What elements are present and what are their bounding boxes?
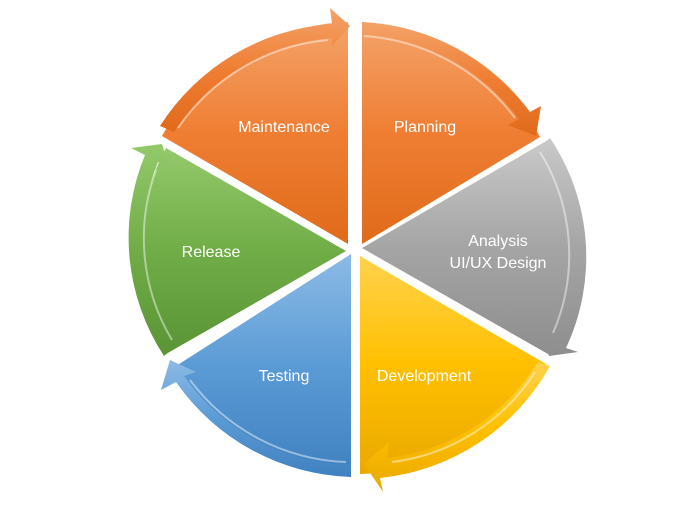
segment-label-analysis: Analysis: [468, 233, 528, 250]
segment-label-release: Release: [182, 244, 241, 261]
segment-label-planning: Planning: [394, 119, 456, 136]
analysis-wedge: [362, 140, 577, 354]
release-wedge: [139, 148, 346, 354]
analysis-arrow: [538, 138, 587, 356]
development-arrow-highlight: [391, 371, 536, 463]
segment-release: Release: [128, 144, 346, 356]
segment-label-uiux-design: UI/UX Design: [450, 255, 547, 272]
release-arrow: [128, 144, 176, 356]
development-arrow: [364, 362, 550, 492]
segment-planning: Planning: [362, 22, 541, 244]
segment-label-testing: Testing: [259, 368, 310, 385]
release-arrow-highlight: [142, 169, 173, 341]
segment-development: Development: [360, 256, 550, 492]
maintenance-arrow: [160, 8, 350, 132]
maintenance-arrow-highlight: [177, 39, 329, 129]
segment-label-development: Development: [377, 368, 472, 385]
segment-maintenance: Maintenance: [160, 8, 350, 244]
testing-arrow: [161, 360, 351, 477]
analysis-arrow-highlight: [539, 151, 571, 334]
planning-arrow: [362, 22, 541, 136]
maintenance-wedge: [162, 22, 348, 244]
planning-arrow-highlight: [363, 35, 516, 119]
segment-analysis: Analysis UI/UX Design: [362, 138, 587, 356]
segment-testing: Testing: [161, 254, 351, 477]
planning-wedge: [362, 22, 540, 244]
testing-wedge: [176, 254, 351, 477]
testing-arrow-highlight: [189, 379, 347, 463]
segment-label-maintenance: Maintenance: [238, 119, 330, 136]
